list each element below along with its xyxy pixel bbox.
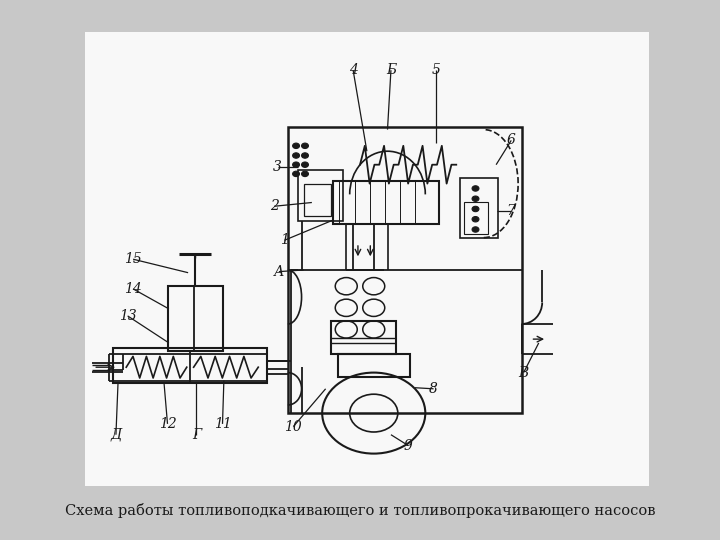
Bar [85,32,649,486]
Text: 12: 12 [158,417,176,431]
Circle shape [302,171,308,177]
Circle shape [292,171,300,177]
Text: 13: 13 [119,309,137,323]
Text: 6: 6 [507,133,516,147]
Text: Д: Д [110,428,122,442]
Text: 1: 1 [280,233,289,247]
Bar [112,348,267,383]
Bar [464,202,488,234]
Text: 9: 9 [404,438,413,453]
Bar [304,184,331,216]
Circle shape [292,143,300,148]
Text: 8: 8 [429,382,438,396]
Bar [459,178,498,238]
Text: 5: 5 [431,63,440,77]
Bar [168,286,222,351]
Circle shape [292,162,300,167]
Circle shape [302,143,308,148]
Bar [331,321,397,354]
Text: А: А [274,265,284,279]
Circle shape [472,227,479,232]
Circle shape [472,206,479,212]
Bar [288,127,521,413]
Circle shape [472,186,479,191]
Text: 2: 2 [269,199,279,213]
Circle shape [472,196,479,201]
Circle shape [292,153,300,158]
Text: 10: 10 [284,420,302,434]
Text: 7: 7 [507,204,516,218]
Circle shape [302,153,308,158]
Text: 15: 15 [125,252,142,266]
Text: 4: 4 [348,63,358,77]
Text: 14: 14 [125,282,142,296]
Text: 11: 11 [214,417,231,431]
Text: Схема работы топливоподкачивающего и топливопрокачивающего насосов: Схема работы топливоподкачивающего и топ… [65,503,655,518]
Bar [338,354,410,377]
Bar [298,170,343,221]
Bar [333,181,439,224]
Text: В: В [518,366,528,380]
Text: Б: Б [386,63,396,77]
Circle shape [302,162,308,167]
Text: 3: 3 [273,160,282,174]
Circle shape [472,217,479,222]
Text: Г: Г [192,428,201,442]
